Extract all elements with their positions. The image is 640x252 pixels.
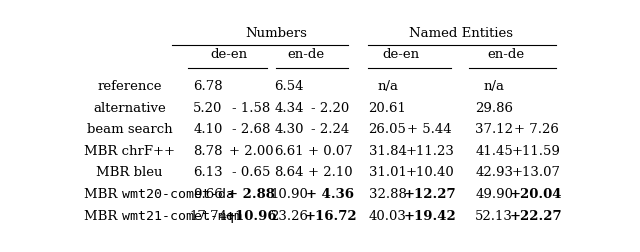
Text: en-de: en-de	[487, 47, 524, 60]
Text: + 4.36: + 4.36	[307, 188, 355, 201]
Text: +20.04: +20.04	[510, 188, 563, 201]
Text: 4.30: 4.30	[275, 123, 304, 136]
Text: 37.12: 37.12	[475, 123, 513, 136]
Text: de-en: de-en	[383, 47, 420, 60]
Text: wmt20-comet-da: wmt20-comet-da	[122, 188, 234, 201]
Text: de-en: de-en	[210, 47, 248, 60]
Text: 29.86: 29.86	[475, 101, 513, 114]
Text: +16.72: +16.72	[304, 210, 356, 223]
Text: 42.93: 42.93	[475, 165, 513, 178]
Text: 32.88: 32.88	[369, 188, 406, 201]
Text: + 2.10: + 2.10	[308, 165, 353, 178]
Text: 8.78: 8.78	[193, 144, 223, 157]
Text: n/a: n/a	[377, 80, 398, 93]
Text: beam search: beam search	[87, 123, 172, 136]
Text: +10.40: +10.40	[405, 165, 454, 178]
Text: 31.01: 31.01	[369, 165, 406, 178]
Text: + 2.88: + 2.88	[227, 188, 275, 201]
Text: +22.27: +22.27	[510, 210, 563, 223]
Text: MBR bleu: MBR bleu	[97, 165, 163, 178]
Text: 41.45: 41.45	[476, 144, 513, 157]
Text: +11.59: +11.59	[512, 144, 561, 157]
Text: 6.54: 6.54	[275, 80, 304, 93]
Text: 49.90: 49.90	[475, 188, 513, 201]
Text: n/a: n/a	[484, 80, 505, 93]
Text: - 2.24: - 2.24	[311, 123, 349, 136]
Text: 4.10: 4.10	[193, 123, 223, 136]
Text: 23.26: 23.26	[270, 210, 308, 223]
Text: alternative: alternative	[93, 101, 166, 114]
Text: 52.13: 52.13	[476, 210, 513, 223]
Text: +10.96: +10.96	[225, 210, 277, 223]
Text: 26.05: 26.05	[369, 123, 406, 136]
Text: +13.07: +13.07	[512, 165, 561, 178]
Text: + 0.07: + 0.07	[308, 144, 353, 157]
Text: wmt21-comet-mqm: wmt21-comet-mqm	[122, 210, 241, 223]
Text: - 1.58: - 1.58	[232, 101, 270, 114]
Text: + 5.44: + 5.44	[408, 123, 452, 136]
Text: - 0.65: - 0.65	[232, 165, 270, 178]
Text: Numbers: Numbers	[245, 27, 307, 40]
Text: + 7.26: + 7.26	[514, 123, 559, 136]
Text: 5.20: 5.20	[193, 101, 223, 114]
Text: 20.61: 20.61	[369, 101, 406, 114]
Text: +12.27: +12.27	[403, 188, 456, 201]
Text: +19.42: +19.42	[403, 210, 456, 223]
Text: 4.34: 4.34	[275, 101, 304, 114]
Text: +11.23: +11.23	[405, 144, 454, 157]
Text: + 2.00: + 2.00	[229, 144, 273, 157]
Text: 6.78: 6.78	[193, 80, 223, 93]
Text: 9.66: 9.66	[193, 188, 223, 201]
Text: 10.90: 10.90	[270, 188, 308, 201]
Text: - 2.68: - 2.68	[232, 123, 270, 136]
Text: - 2.20: - 2.20	[311, 101, 349, 114]
Text: 6.61: 6.61	[275, 144, 304, 157]
Text: MBR: MBR	[84, 210, 122, 223]
Text: 31.84: 31.84	[369, 144, 406, 157]
Text: reference: reference	[97, 80, 162, 93]
Text: en-de: en-de	[287, 47, 324, 60]
Text: 8.64: 8.64	[275, 165, 304, 178]
Text: 17.74: 17.74	[189, 210, 227, 223]
Text: MBR chrF++: MBR chrF++	[84, 144, 175, 157]
Text: MBR: MBR	[84, 188, 122, 201]
Text: 40.03: 40.03	[369, 210, 406, 223]
Text: 6.13: 6.13	[193, 165, 223, 178]
Text: Named Entities: Named Entities	[409, 27, 513, 40]
